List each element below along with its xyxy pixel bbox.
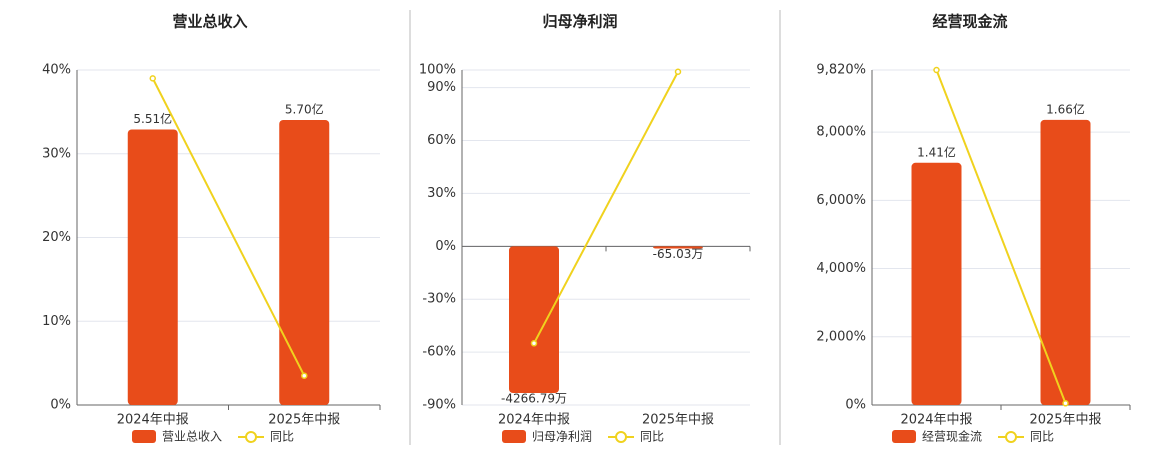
bar (1040, 119, 1091, 406)
y-tick-label: 9,820% (816, 63, 866, 78)
legend-swatch (245, 431, 258, 443)
y-tick-label: -60% (422, 345, 456, 360)
legend-swatch (502, 430, 526, 443)
legend-swatch (615, 431, 628, 443)
line (935, 69, 1067, 404)
legend-swatch (1005, 431, 1018, 443)
legend-label: 营业总收入 (162, 430, 222, 444)
x-tick-label: 2024年中报 (498, 413, 570, 428)
y-tick-label: 4,000% (816, 261, 866, 276)
y-tick-label: 0% (435, 239, 456, 254)
x-tick-label: 2025年中报 (268, 413, 340, 428)
line-point (674, 68, 682, 76)
value-label: 5.51亿 (133, 111, 172, 126)
x-tick-label: 2025年中报 (642, 413, 714, 428)
legend-label: 经营现金流 (922, 429, 982, 444)
x-tick-label: 2024年中报 (117, 413, 189, 428)
y-tick-label: 2,000% (816, 329, 866, 344)
y-tick-label: 90% (427, 80, 456, 95)
bar (279, 120, 330, 405)
line-point (530, 340, 538, 347)
value-label: 1.66亿 (1046, 101, 1085, 116)
chart-title: 归母净利润 (542, 13, 617, 31)
line (533, 71, 679, 344)
line-point (149, 75, 156, 82)
bar (911, 162, 962, 405)
legend-swatch (892, 430, 916, 443)
value-label: 5.70亿 (285, 102, 324, 117)
line-point (1062, 400, 1069, 407)
value-label: 1.41亿 (917, 144, 956, 159)
value-label: -65.03万 (653, 247, 704, 261)
y-tick-label: 0% (845, 398, 866, 413)
legend-label: 同比 (270, 430, 294, 444)
y-tick-label: 40% (42, 63, 71, 78)
legend-label: 同比 (1030, 430, 1054, 444)
line-point (933, 66, 940, 74)
bar (127, 129, 178, 405)
line (151, 77, 306, 377)
chart-title: 营业总收入 (172, 13, 247, 31)
y-tick-label: 8,000% (816, 125, 866, 140)
y-tick-label: -30% (422, 292, 456, 307)
legend-swatch (132, 430, 156, 443)
y-tick-label: 10% (42, 314, 71, 329)
x-tick-label: 2025年中报 (1029, 413, 1101, 428)
y-tick-label: 100% (419, 63, 456, 78)
y-tick-label: -90% (422, 398, 456, 413)
bar (509, 246, 559, 394)
y-tick-label: 60% (427, 133, 456, 148)
legend-label: 同比 (640, 430, 664, 444)
y-tick-label: 0% (50, 398, 71, 413)
y-tick-label: 6,000% (816, 193, 866, 208)
x-tick-label: 2024年中报 (900, 413, 972, 428)
bar (653, 246, 703, 249)
legend-label: 归母净利润 (532, 430, 592, 444)
y-tick-label: 30% (42, 146, 71, 161)
value-label: -4266.79万 (501, 392, 567, 406)
y-tick-label: 30% (427, 186, 456, 201)
chart-title: 经营现金流 (932, 13, 1007, 31)
y-tick-label: 20% (42, 230, 71, 245)
line-point (301, 372, 308, 379)
